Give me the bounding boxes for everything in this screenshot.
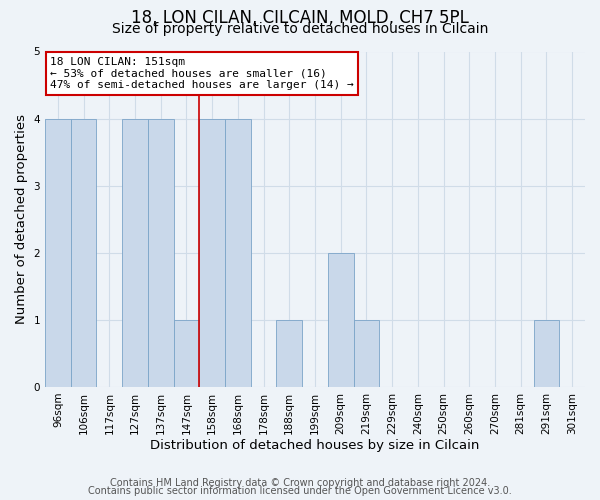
Bar <box>148 118 173 387</box>
Bar <box>533 320 559 387</box>
Bar <box>353 320 379 387</box>
Y-axis label: Number of detached properties: Number of detached properties <box>15 114 28 324</box>
X-axis label: Distribution of detached houses by size in Cilcain: Distribution of detached houses by size … <box>151 440 480 452</box>
Bar <box>277 320 302 387</box>
Text: 18, LON CILAN, CILCAIN, MOLD, CH7 5PL: 18, LON CILAN, CILCAIN, MOLD, CH7 5PL <box>131 9 469 27</box>
Bar <box>45 118 71 387</box>
Text: Contains public sector information licensed under the Open Government Licence v3: Contains public sector information licen… <box>88 486 512 496</box>
Bar <box>71 118 97 387</box>
Bar <box>328 253 353 387</box>
Text: Size of property relative to detached houses in Cilcain: Size of property relative to detached ho… <box>112 22 488 36</box>
Text: Contains HM Land Registry data © Crown copyright and database right 2024.: Contains HM Land Registry data © Crown c… <box>110 478 490 488</box>
Text: 18 LON CILAN: 151sqm
← 53% of detached houses are smaller (16)
47% of semi-detac: 18 LON CILAN: 151sqm ← 53% of detached h… <box>50 57 354 90</box>
Bar <box>173 320 199 387</box>
Bar <box>122 118 148 387</box>
Bar <box>225 118 251 387</box>
Bar <box>199 118 225 387</box>
